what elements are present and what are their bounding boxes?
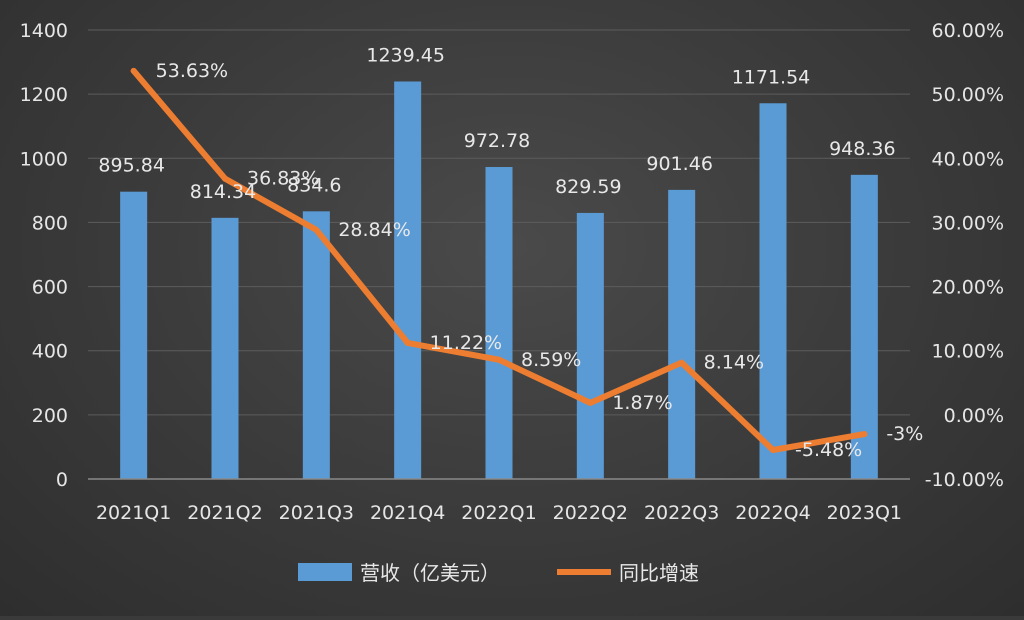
line-data-label: -5.48%	[795, 439, 862, 461]
line-data-label: 8.14%	[704, 352, 764, 374]
legend-swatch-revenue	[298, 563, 352, 581]
bar-series	[120, 81, 878, 480]
x-tick-label: 2022Q1	[461, 502, 536, 524]
bar-data-label: 1239.45	[366, 44, 445, 66]
axes: 0 200 400 600 800 1000 1200 1400 -10.00% 0.00% 10.…	[20, 20, 1004, 524]
bar-data-label: 814.34	[190, 181, 256, 203]
x-tick-label: 2022Q2	[553, 502, 628, 524]
bar	[668, 189, 696, 479]
bar	[485, 167, 513, 479]
x-tick-label: 2021Q3	[279, 502, 354, 524]
y-left-tick-label: 0	[56, 469, 68, 491]
legend: 营收（亿美元） 同比增速	[298, 561, 699, 585]
line-point	[678, 359, 685, 366]
y-right-tick-label: 60.00%	[932, 20, 1004, 42]
bar	[759, 103, 787, 479]
y-right-tick-label: -10.00%	[925, 469, 1004, 491]
y-right-tick-label: 50.00%	[932, 84, 1004, 106]
data-labels: 895.84 814.34 834.6 1239.45 972.78 829.59 901.…	[98, 44, 923, 461]
x-tick-label: 2021Q2	[187, 502, 262, 524]
line-series	[130, 67, 868, 454]
bar	[302, 211, 330, 480]
y-left-tick-label: 1200	[20, 84, 68, 106]
line-point	[222, 175, 228, 182]
bar-data-label: 901.46	[646, 153, 712, 175]
bar	[120, 191, 148, 479]
line-point	[313, 226, 320, 233]
legend-label-revenue: 营收（亿美元）	[360, 561, 500, 585]
line-point	[770, 447, 776, 454]
line-data-label: 36.83%	[247, 168, 319, 190]
x-tick-label: 2022Q4	[735, 502, 810, 524]
bar-data-label: 972.78	[464, 130, 530, 152]
line-data-label: -3%	[886, 423, 923, 445]
line-data-label: 11.22%	[430, 332, 502, 354]
y-left-tick-label: 1000	[20, 148, 68, 170]
line-data-label: 28.84%	[338, 219, 410, 241]
x-tick-label: 2021Q4	[370, 502, 445, 524]
y-right-tick-label: 30.00%	[932, 212, 1004, 234]
bar	[211, 217, 239, 479]
y-left-tick-label: 400	[32, 341, 68, 363]
y-left-tick-label: 600	[32, 277, 68, 299]
y-right-tick-label: 20.00%	[932, 277, 1004, 299]
line-point	[496, 356, 502, 363]
x-tick-label: 2022Q3	[644, 502, 719, 524]
bar-data-label: 895.84	[98, 155, 164, 177]
bar-data-label: 948.36	[829, 138, 895, 160]
bar-data-label: 834.6	[287, 174, 341, 196]
line-data-label: 1.87%	[612, 392, 672, 414]
bar	[394, 81, 422, 480]
y-right-tick-label: 0.00%	[944, 405, 1004, 427]
y-right-tick-label: 10.00%	[932, 341, 1004, 363]
bar	[850, 174, 878, 479]
bar-data-label: 829.59	[555, 176, 621, 198]
y-left-tick-label: 800	[32, 212, 68, 234]
x-tick-label: 2023Q1	[827, 502, 902, 524]
y-left-tick-label: 200	[32, 405, 68, 427]
bar	[576, 212, 604, 479]
line-point	[587, 399, 594, 406]
line-point	[404, 339, 411, 346]
line-data-label: 8.59%	[521, 349, 581, 371]
y-left-tick-label: 1400	[20, 20, 68, 42]
line-data-label: 53.63%	[156, 60, 228, 82]
line-point	[861, 431, 868, 438]
x-tick-label: 2021Q1	[96, 502, 171, 524]
line-point	[130, 67, 137, 74]
legend-label-growth: 同比增速	[619, 561, 699, 585]
y-right-tick-label: 40.00%	[932, 148, 1004, 170]
bar-data-label: 1171.54	[732, 66, 811, 88]
